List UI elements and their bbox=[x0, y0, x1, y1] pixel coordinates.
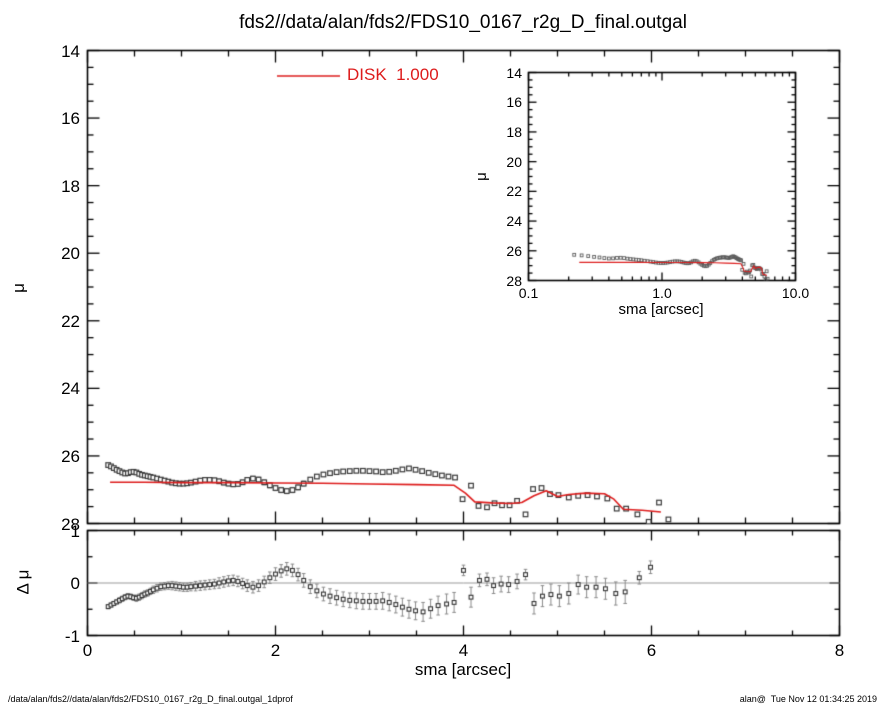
legend-label-disk: DISK 1.000 bbox=[347, 65, 439, 84]
inset-x-tick-label: 0.1 bbox=[518, 285, 539, 301]
main-y-tick-label: 20 bbox=[61, 244, 80, 264]
main-y-tick-label: 24 bbox=[61, 379, 80, 399]
inset-y-tick-label: 18 bbox=[506, 123, 522, 140]
inset-y-tick-label: 14 bbox=[506, 64, 522, 81]
main-y-axis-title: μ bbox=[8, 283, 28, 293]
residual-y-tick-label: 1 bbox=[70, 521, 80, 541]
footer-user-timestamp: alan@ Tue Nov 12 01:34:25 2019 bbox=[739, 694, 877, 704]
x-axis-title: sma [arcsec] bbox=[414, 660, 512, 679]
page-title: fds2//data/alan/fds2/FDS10_0167_r2g_D_fi… bbox=[239, 12, 687, 33]
x-tick-label: 6 bbox=[646, 641, 657, 660]
inset-x-tick-label: 1.0 bbox=[652, 285, 672, 301]
inset-y-axis-title: μ bbox=[472, 172, 490, 181]
inset-x-tick-label: 10.0 bbox=[781, 285, 810, 301]
x-tick-label: 4 bbox=[458, 641, 469, 660]
main-y-tick-label: 18 bbox=[61, 176, 80, 196]
inset-y-tick-label: 26 bbox=[506, 242, 522, 259]
inset-y-tick-label: 28 bbox=[506, 272, 522, 289]
main-y-tick-label: 14 bbox=[61, 41, 80, 61]
main-y-tick-label: 26 bbox=[61, 446, 80, 466]
main-y-tick-label: 28 bbox=[61, 514, 80, 534]
inset-y-tick-label: 24 bbox=[506, 213, 522, 230]
inset-y-tick-label: 20 bbox=[506, 153, 522, 170]
footer-file-path: /data/alan/fds2//data/alan/fds2/FDS10_01… bbox=[8, 694, 293, 704]
x-tick-label: 0 bbox=[82, 641, 93, 660]
x-tick-label: 8 bbox=[834, 641, 845, 660]
residual-y-axis-title: Δ μ bbox=[13, 569, 33, 595]
residual-y-tick-label: 0 bbox=[70, 574, 80, 593]
main-y-tick-label: 22 bbox=[61, 311, 80, 331]
residual-y-tick-label: -1 bbox=[64, 626, 80, 646]
x-tick-label: 2 bbox=[270, 641, 281, 660]
inset-y-tick-label: 16 bbox=[506, 94, 522, 111]
inset-x-axis-title: sma [arcsec] bbox=[618, 301, 704, 318]
inset-y-tick-label: 22 bbox=[506, 183, 522, 200]
main-y-tick-label: 16 bbox=[61, 109, 80, 129]
